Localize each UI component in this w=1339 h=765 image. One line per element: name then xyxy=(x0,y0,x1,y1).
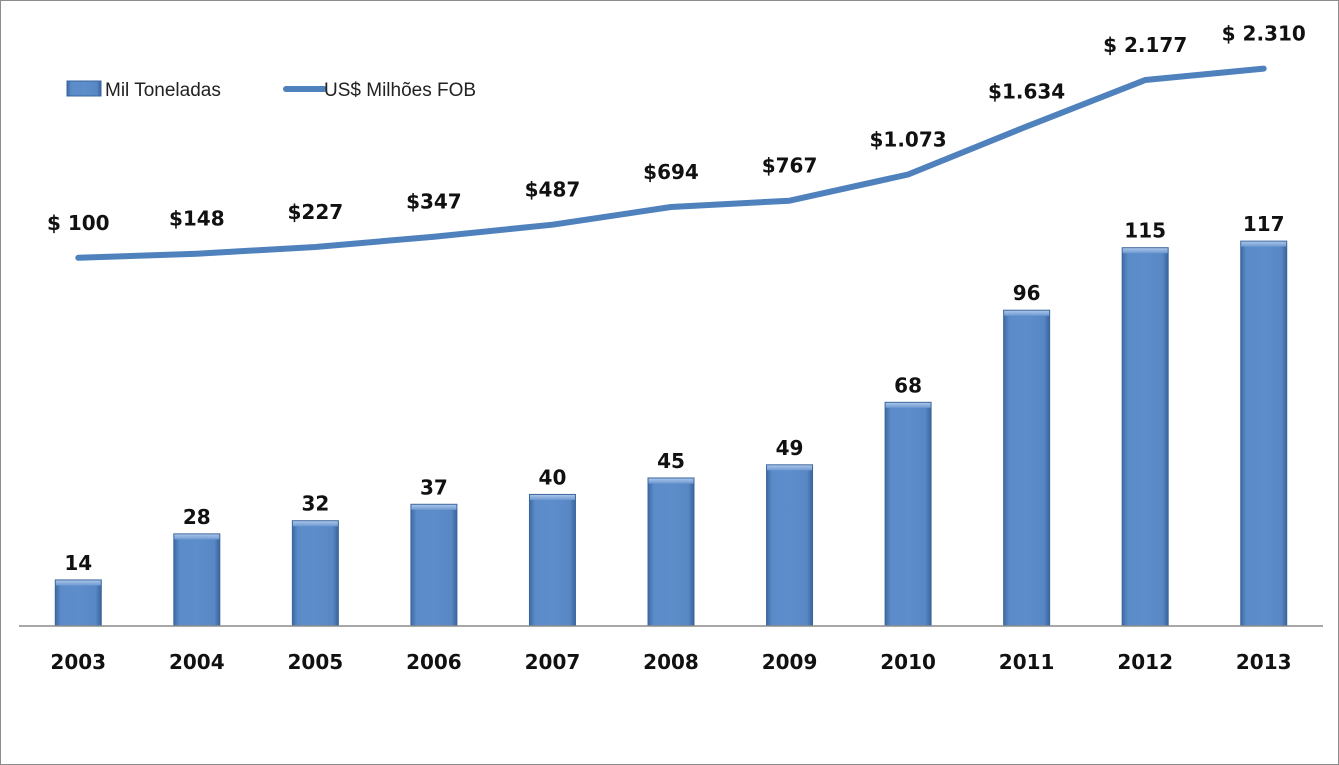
legend-label-bars: Mil Toneladas xyxy=(105,80,221,101)
bar-2006 xyxy=(410,503,458,627)
x-tick-label: 2005 xyxy=(288,650,344,674)
x-axis-ticks: 2003 2004 2005 2006 2007 2008 2009 2010 2011 2012… xyxy=(50,650,1291,674)
legend: Mil Toneladas US$ Milhões FOB xyxy=(66,80,476,101)
bar-value-label: 40 xyxy=(539,465,567,489)
bar-cap xyxy=(767,465,813,471)
bar-rect xyxy=(1003,309,1051,627)
x-tick-label: 2013 xyxy=(1236,650,1292,674)
bar-value-label: 96 xyxy=(1013,281,1041,305)
legend-item-line: US$ Milhões FOB xyxy=(283,80,476,101)
bar-cap xyxy=(1004,310,1050,316)
bar-cap xyxy=(1122,248,1168,254)
line-value-label: $ 2.310 xyxy=(1222,22,1306,46)
legend-item-bars: Mil Toneladas xyxy=(66,80,221,101)
line-series: $ 100 $148 $227 $347 $487 $694 $767 $1.073 $1.63… xyxy=(47,22,1306,261)
bar-cap xyxy=(529,494,575,500)
bar-rect xyxy=(291,520,339,627)
x-tick-label: 2003 xyxy=(50,650,106,674)
bar-value-label: 49 xyxy=(776,436,804,460)
bar-value-label: 37 xyxy=(420,475,448,499)
bar-2003 xyxy=(54,579,102,627)
bar-rect xyxy=(54,579,102,627)
x-tick-label: 2012 xyxy=(1117,650,1173,674)
x-tick-label: 2008 xyxy=(643,650,699,674)
legend-label-line: US$ Milhões FOB xyxy=(324,80,476,101)
bar-value-label: 28 xyxy=(183,505,211,529)
bar-rect xyxy=(173,533,221,627)
bar-2008 xyxy=(647,477,695,627)
line-value-label: $767 xyxy=(762,154,818,178)
bar-value-label: 68 xyxy=(894,373,922,397)
bar-2009 xyxy=(766,464,814,627)
bar-2012 xyxy=(1121,247,1169,627)
bar-2010 xyxy=(884,401,932,627)
bar-cap xyxy=(885,402,931,408)
x-tick-label: 2006 xyxy=(406,650,462,674)
line-value-label: $487 xyxy=(525,178,581,202)
bar-2013 xyxy=(1240,240,1288,627)
line-value-label: $148 xyxy=(169,207,225,231)
bar-2004 xyxy=(173,533,221,627)
bar-2005 xyxy=(291,520,339,627)
bar-value-label: 45 xyxy=(657,449,685,473)
line-value-label: $ 100 xyxy=(47,211,110,235)
bar-cap xyxy=(292,521,338,527)
bar-cap xyxy=(1241,241,1287,247)
x-tick-label: 2010 xyxy=(880,650,936,674)
line-value-label: $ 2.177 xyxy=(1103,33,1187,57)
line-value-label: $1.073 xyxy=(869,128,946,152)
bar-rect xyxy=(766,464,814,627)
x-tick-label: 2009 xyxy=(762,650,818,674)
bar-cap xyxy=(648,478,694,484)
bar-value-label: 32 xyxy=(301,492,329,516)
x-tick-label: 2007 xyxy=(525,650,581,674)
bar-value-label: 115 xyxy=(1124,219,1166,243)
bar-cap xyxy=(174,534,220,540)
bar-rect xyxy=(1121,247,1169,627)
bar-rect xyxy=(647,477,695,627)
bar-2007 xyxy=(528,493,576,627)
bar-rect xyxy=(528,493,576,627)
x-tick-label: 2004 xyxy=(169,650,225,674)
line-value-label: $347 xyxy=(406,190,462,214)
legend-swatch-bars xyxy=(66,80,102,97)
bar-value-label: 14 xyxy=(64,551,92,575)
bar-rect xyxy=(1240,240,1288,627)
bar-cap xyxy=(411,504,457,510)
bar-rect xyxy=(884,401,932,627)
bar-series: 14 28 32 37 40 45 49 68 96 115 117 xyxy=(54,212,1288,627)
bar-rect xyxy=(410,503,458,627)
line-value-label: $1.634 xyxy=(988,80,1065,104)
x-tick-label: 2011 xyxy=(999,650,1055,674)
bar-2011 xyxy=(1003,309,1051,627)
bar-value-label: 117 xyxy=(1243,212,1285,236)
bar-cap xyxy=(55,580,101,586)
line-value-label: $227 xyxy=(288,200,344,224)
line-value-label: $694 xyxy=(643,160,699,184)
